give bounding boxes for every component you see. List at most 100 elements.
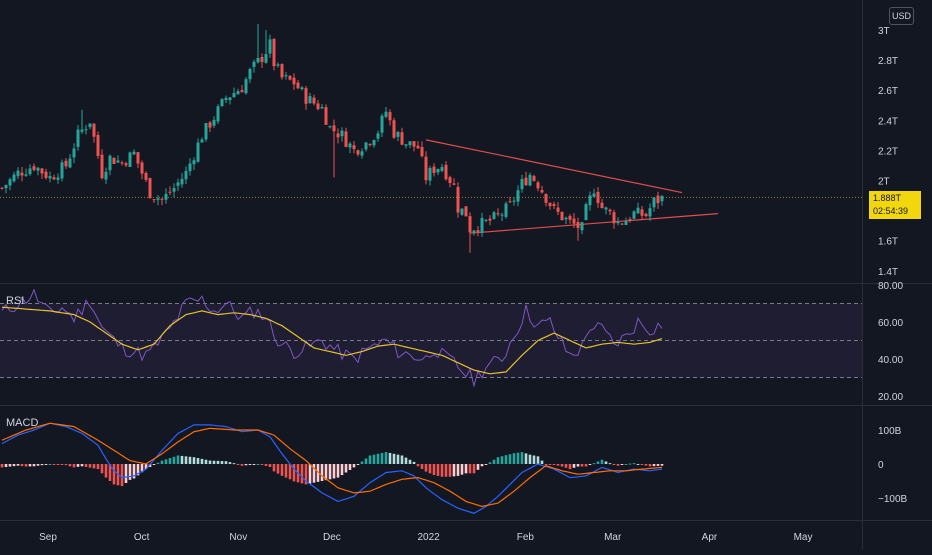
candle-body (540, 190, 544, 193)
currency-button[interactable]: USD (889, 7, 914, 25)
candle-body (208, 122, 212, 128)
candle-body (584, 204, 588, 220)
macd-histogram-bar (548, 464, 552, 465)
candle-body (592, 193, 596, 197)
candle-body (436, 169, 440, 173)
macd-histogram-bar (256, 464, 260, 465)
macd-histogram-bar (424, 464, 428, 472)
macd-histogram-bar (616, 464, 620, 466)
candle-body (264, 54, 268, 63)
macd-histogram-bar (384, 452, 388, 464)
macd-histogram-bar (248, 464, 252, 465)
candle-body (364, 142, 368, 150)
candle-body (260, 56, 264, 63)
macd-histogram-bar (144, 464, 148, 470)
rsi-tick-label: 60.00 (878, 318, 903, 329)
candle-body (228, 97, 232, 101)
macd-histogram-bar (224, 461, 228, 464)
candle-body (388, 112, 392, 121)
price-tick-label: 2.6T (878, 86, 898, 97)
macd-histogram-bar (156, 462, 160, 464)
candle-body (580, 222, 584, 231)
macd-histogram-bar (536, 456, 540, 464)
candle-body (392, 120, 396, 138)
candle-body (116, 160, 120, 163)
macd-histogram-bar (180, 455, 184, 464)
macd-histogram-bar (508, 454, 512, 464)
candle-body (124, 163, 128, 166)
candle-body (432, 166, 436, 173)
candle-body (496, 213, 500, 215)
rsi-tick-label: 80.00 (878, 281, 903, 292)
macd-histogram-bar (608, 463, 612, 465)
macd-histogram-bar (380, 452, 384, 464)
candle-body (332, 125, 336, 132)
candle-body (296, 82, 300, 89)
macd-histogram-bar (396, 454, 400, 464)
macd-histogram-bar (332, 464, 336, 479)
macd-histogram-bar (236, 464, 240, 465)
candle-body (304, 88, 308, 104)
macd-histogram-bar (636, 464, 640, 465)
candle-body (268, 39, 272, 54)
macd-histogram-bar (0, 464, 4, 468)
rsi-pane (0, 288, 862, 388)
candle-body (620, 223, 624, 225)
candle-body (136, 152, 140, 164)
candle-body (636, 207, 640, 214)
candle-body (536, 182, 540, 189)
candle-body (120, 162, 124, 164)
macd-histogram-bar (72, 464, 76, 468)
price-tick-label: 2T (878, 177, 890, 188)
price-tick-label: 1.6T (878, 237, 898, 248)
macd-histogram-bar (408, 459, 412, 464)
macd-histogram-bar (592, 463, 596, 465)
macd-histogram-bar (632, 463, 636, 465)
macd-histogram-bar (48, 464, 52, 465)
macd-histogram-bar (532, 455, 536, 464)
candle-body (560, 211, 564, 221)
candle-body (256, 58, 260, 63)
macd-histogram-bar (496, 457, 500, 464)
macd-histogram-bar (220, 461, 224, 464)
candle-body (276, 64, 280, 66)
candle-body (408, 141, 412, 146)
macd-histogram-bar (564, 464, 568, 468)
macd-histogram-bar (268, 464, 272, 467)
candle-body (64, 160, 68, 167)
time-tick-label: Dec (323, 532, 341, 543)
macd-histogram-bar (324, 464, 328, 481)
candle-body (448, 177, 452, 184)
candle-body (608, 209, 612, 212)
candle-body (240, 90, 244, 93)
candle-body (4, 185, 8, 189)
macd-histogram-bar (336, 464, 340, 478)
candle-body (352, 145, 356, 150)
candle-body (588, 195, 592, 206)
macd-histogram-bar (288, 464, 292, 480)
candle-body (12, 174, 16, 182)
macd-histogram-bar (300, 464, 304, 484)
candle-body (104, 171, 108, 180)
macd-histogram-bar (292, 464, 296, 482)
macd-histogram-bar (184, 456, 188, 464)
candle-body (232, 93, 236, 98)
macd-histogram-bar (44, 464, 48, 465)
macd-histogram-bar (76, 464, 80, 467)
macd-histogram-bar (252, 464, 256, 465)
macd-histogram-bar (128, 464, 132, 480)
candle-body (604, 207, 608, 210)
rsi-line (1, 288, 663, 388)
candle-body (108, 155, 112, 171)
macd-histogram-bar (212, 460, 216, 464)
macd-histogram-bar (404, 457, 408, 464)
macd-histogram-bar (24, 464, 28, 467)
time-tick-label: Apr (702, 532, 718, 543)
candle-body (132, 151, 136, 155)
macd-histogram-bar (152, 464, 156, 465)
candle-body (492, 212, 496, 219)
candle-body (420, 147, 424, 157)
